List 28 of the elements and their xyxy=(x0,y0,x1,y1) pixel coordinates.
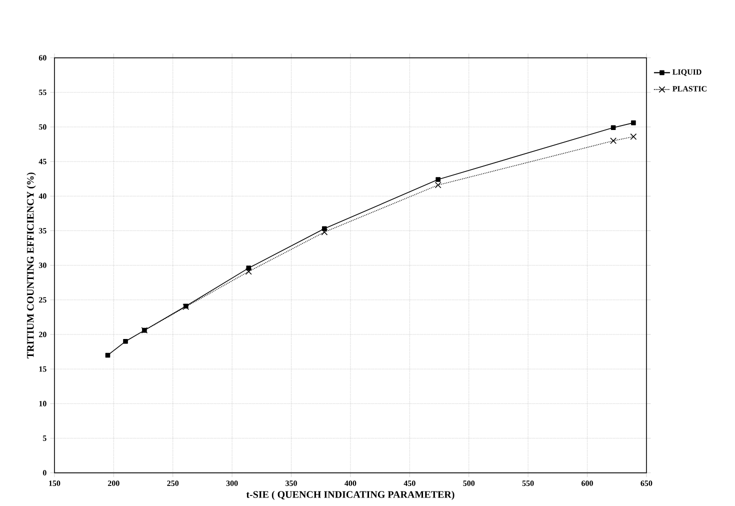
x-tick-label: 350 xyxy=(286,480,297,486)
x-tick-label: 200 xyxy=(108,480,120,486)
legend-label: LIQUID xyxy=(672,69,702,76)
y-tick-label: 50 xyxy=(38,124,46,130)
x-tick-label: 300 xyxy=(226,480,238,486)
legend-label: PLASTIC xyxy=(672,86,706,92)
y-tick-label: 35 xyxy=(38,228,46,234)
x-tick-label: 550 xyxy=(522,480,534,486)
x-tick-label: 500 xyxy=(463,480,475,486)
x-tick-label: 400 xyxy=(344,480,356,486)
x-tick-label: 450 xyxy=(404,480,416,486)
y-tick-label: 10 xyxy=(39,400,46,406)
y-axis-title: TRITIUM COUNTING EFFICIENCY (%) xyxy=(26,172,36,358)
x-tick-label: 650 xyxy=(640,480,652,486)
x-tick-label: 600 xyxy=(582,480,593,486)
y-tick-label: 20 xyxy=(38,332,46,338)
y-tick-label: 25 xyxy=(38,297,46,303)
y-tick-label: 5 xyxy=(42,436,46,441)
y-tick-label: 55 xyxy=(38,90,46,96)
y-tick-label: 0 xyxy=(42,470,46,476)
y-tick-label: 30 xyxy=(38,262,46,268)
y-tick-label: 15 xyxy=(39,366,46,372)
x-tick-label: 250 xyxy=(167,480,179,486)
x-axis-title: t-SIE ( QUENCH INDICATING PARAMETER) xyxy=(246,490,454,500)
x-tick-label: 150 xyxy=(49,480,60,486)
y-tick-label: 60 xyxy=(38,55,46,60)
y-tick-label: 45 xyxy=(38,158,46,164)
y-tick-label: 40 xyxy=(38,193,46,199)
